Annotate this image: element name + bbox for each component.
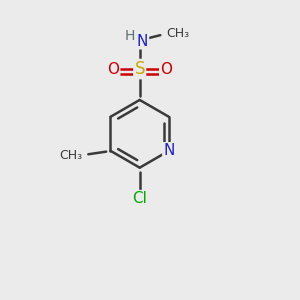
Text: Cl: Cl [132, 191, 147, 206]
Text: O: O [160, 61, 172, 76]
Text: S: S [134, 60, 145, 78]
Text: N: N [163, 143, 175, 158]
Text: CH₃: CH₃ [166, 27, 189, 40]
Text: CH₃: CH₃ [59, 149, 83, 162]
Text: O: O [107, 61, 119, 76]
Text: N: N [137, 34, 148, 49]
Text: H: H [125, 29, 136, 43]
